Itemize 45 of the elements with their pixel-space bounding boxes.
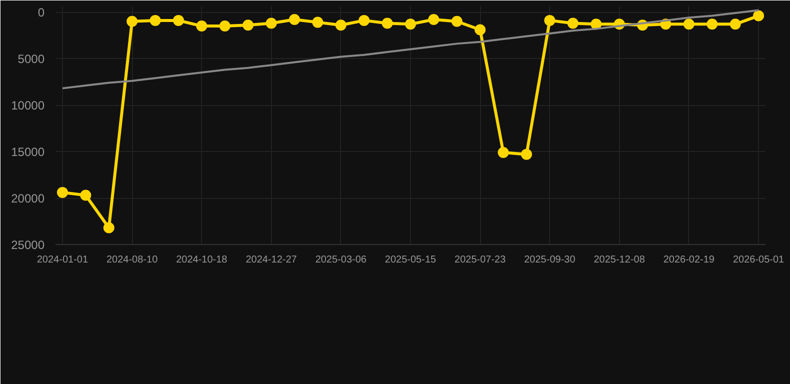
point	[753, 10, 764, 22]
point	[683, 18, 694, 30]
point	[126, 16, 138, 27]
x-tick-label: 2026-02-19	[663, 254, 715, 266]
point	[590, 18, 602, 30]
point	[80, 190, 92, 201]
point	[428, 14, 440, 26]
y-tick-label: 5000	[18, 52, 45, 66]
point	[521, 148, 532, 160]
point	[405, 18, 416, 30]
point	[451, 16, 462, 27]
point	[706, 18, 718, 30]
x-tick-label: 2026-05-01	[732, 254, 785, 266]
x-tick-label: 2025-03-06	[315, 254, 367, 266]
x-tick-label: 2024-10-18	[176, 254, 228, 266]
point	[196, 20, 208, 32]
point	[266, 18, 277, 29]
y-tick-label: 0	[38, 6, 45, 20]
point	[474, 24, 486, 36]
x-tick-label: 2025-09-30	[524, 254, 576, 266]
point	[335, 20, 346, 31]
point	[288, 14, 300, 26]
point	[172, 14, 184, 26]
point	[382, 18, 393, 29]
point	[103, 222, 114, 234]
x-tick-label: 2025-05-15	[384, 254, 437, 266]
point	[358, 14, 370, 26]
x-tick-label: 2025-07-23	[454, 254, 506, 266]
point	[56, 186, 68, 198]
x-tick-label: 2024-01-01	[36, 254, 88, 266]
point	[730, 18, 741, 30]
point	[544, 14, 556, 26]
point	[312, 16, 324, 28]
x-tick-label: 2025-12-08	[594, 254, 646, 266]
point	[219, 20, 230, 32]
x-tick-label: 2024-12-27	[246, 254, 298, 266]
y-tick-label: 15000	[11, 145, 45, 160]
point	[242, 20, 254, 31]
point	[150, 14, 161, 26]
y-tick-label: 25000	[11, 238, 45, 252]
y-tick-label: 10000	[11, 98, 45, 113]
x-tick-label: 2024-08-10	[106, 254, 158, 266]
point	[498, 146, 509, 158]
y-tick-label: 20000	[11, 192, 45, 206]
point	[567, 18, 578, 29]
